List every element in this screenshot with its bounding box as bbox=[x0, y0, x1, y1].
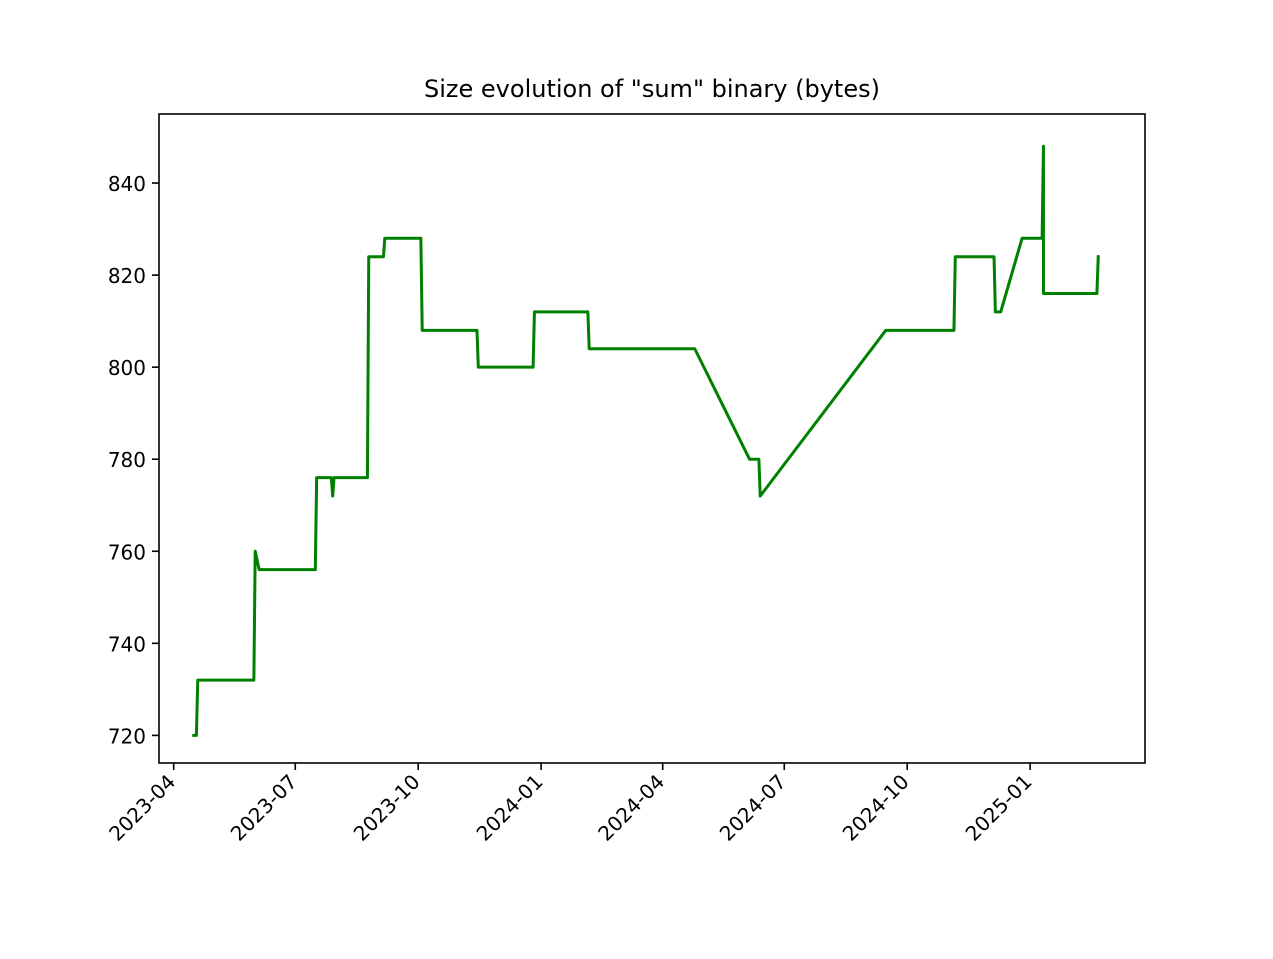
y-tick-label: 780 bbox=[108, 448, 146, 472]
y-tick-label: 760 bbox=[108, 540, 146, 564]
series-layer bbox=[192, 144, 1100, 737]
plot-frame bbox=[158, 113, 1146, 764]
chart-title: Size evolution of "sum" binary (bytes) bbox=[424, 75, 880, 103]
y-tick-label: 740 bbox=[108, 632, 146, 656]
y-tick-label: 820 bbox=[108, 264, 146, 288]
y-tick-label: 840 bbox=[108, 172, 146, 196]
y-tick-label: 800 bbox=[108, 356, 146, 380]
y-tick-label: 720 bbox=[108, 724, 146, 748]
series-line bbox=[192, 144, 1100, 737]
